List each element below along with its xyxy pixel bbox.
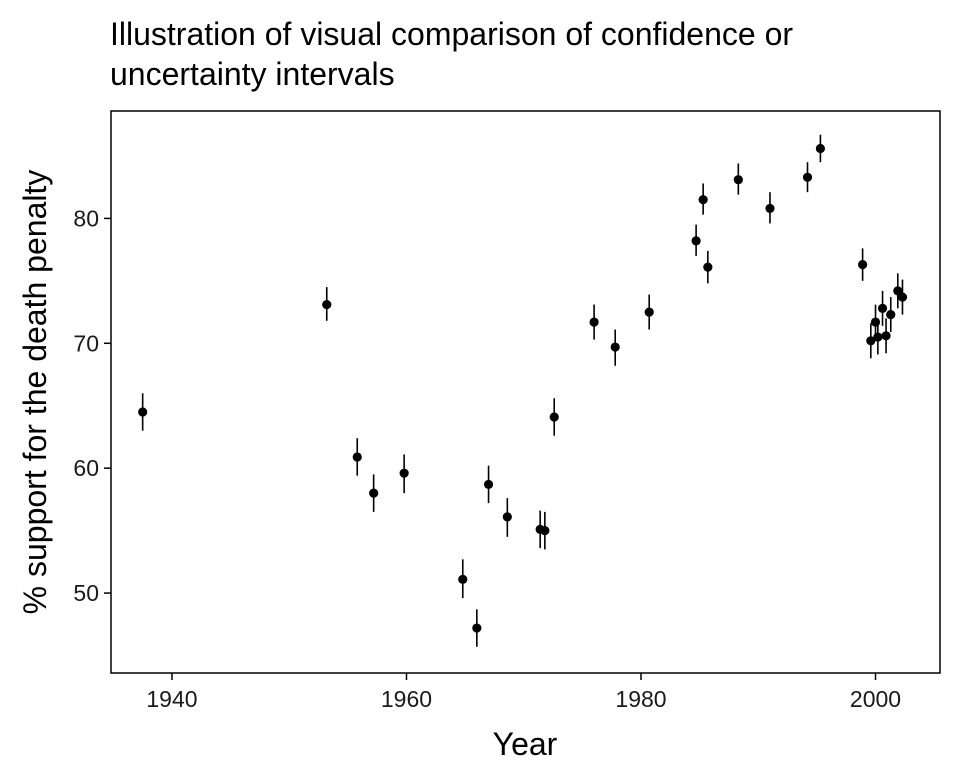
data-point-22	[858, 260, 868, 270]
data-point-5	[458, 574, 468, 584]
data-point-6	[472, 623, 482, 633]
data-point-15	[691, 236, 701, 246]
chart-title-line-1: Illustration of visual comparison of con…	[110, 16, 793, 52]
x-axis: 1940 1960 1980 2000	[146, 673, 901, 712]
data-point-0	[138, 407, 148, 417]
data-point-29	[893, 286, 903, 296]
plot-frame	[110, 110, 941, 674]
data-point-20	[802, 172, 813, 182]
y-axis: 50 60 70 80	[73, 205, 111, 606]
data-point-28	[886, 309, 896, 320]
data-point-7	[483, 479, 494, 490]
data-point-3	[369, 488, 379, 498]
y-tick-label-0: 50	[73, 580, 99, 606]
y-axis-label: % support for the death penalty	[17, 170, 53, 615]
data-point-25	[873, 332, 883, 342]
y-tick-label-3: 80	[73, 205, 99, 231]
plot-area	[138, 134, 908, 647]
data-point-1	[322, 299, 332, 310]
data-point-30	[897, 292, 908, 302]
y-tick-label-1: 60	[73, 455, 99, 481]
data-point-16	[698, 195, 708, 205]
x-tick-label-0: 1940	[146, 686, 197, 712]
data-point-23	[866, 336, 876, 346]
chart-title-line-2: uncertainty intervals	[110, 56, 395, 92]
data-point-4	[399, 468, 409, 478]
data-point-26	[877, 303, 888, 313]
x-tick-label-1: 1960	[381, 686, 432, 712]
x-axis-label: Year	[493, 726, 558, 762]
data-point-21	[815, 143, 825, 154]
data-point-12	[589, 317, 599, 327]
data-point-10	[540, 526, 550, 536]
data-point-17	[703, 262, 713, 272]
x-tick-label-2: 1980	[615, 686, 666, 712]
data-point-14	[644, 307, 654, 317]
data-point-11	[549, 412, 559, 422]
data-point-24	[870, 317, 881, 327]
y-tick-label-2: 70	[73, 330, 99, 356]
data-point-18	[733, 175, 743, 185]
data-point-13	[610, 342, 620, 352]
data-point-8	[502, 512, 512, 522]
data-point-27	[881, 331, 891, 341]
data-point-19	[765, 203, 775, 214]
x-tick-label-3: 2000	[850, 686, 901, 712]
data-point-2	[352, 452, 362, 462]
